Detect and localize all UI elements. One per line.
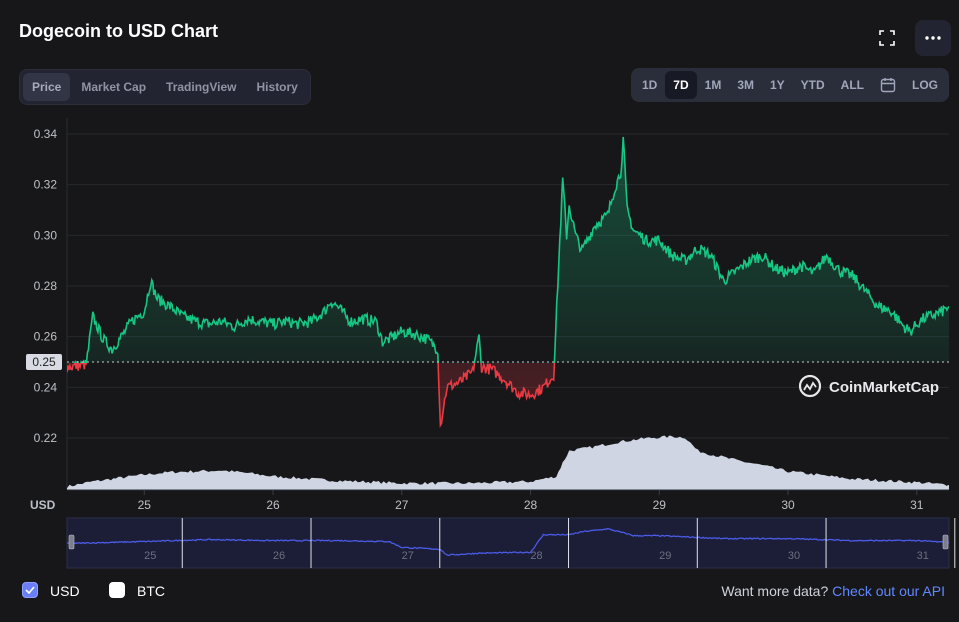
tab-tradingview[interactable]: TradingView [166,80,237,94]
navigator-tick-label: 27 [402,550,414,562]
range-log[interactable]: LOG [912,78,938,92]
price-line-down [67,363,556,428]
coinmarketcap-logo-icon [798,374,822,398]
price-line-up [69,136,949,363]
navigator-tick-label: 28 [530,550,542,562]
price-chart[interactable]: 0.220.240.260.280.300.320.34 0.25 USD 25 2… [0,118,959,578]
usd-label: USD [50,583,80,599]
api-link[interactable]: Check out our API [832,583,945,599]
chart-title: Dogecoin to USD Chart [19,21,219,41]
time-range-selector: 1D 7D 1M 3M 1Y YTD ALL LOG [630,68,949,102]
price-fill-down [67,363,555,426]
more-horizontal-icon [925,36,941,40]
navigator-tick-label: 31 [917,550,929,562]
checkmark-icon [25,586,35,594]
y-tick-label: 0.26 [34,330,58,344]
baseline-tag [26,354,62,370]
range-7d[interactable]: 7D [665,71,697,99]
chart-type-tabs: Price Market Cap TradingView History [19,69,311,105]
range-ytd[interactable]: YTD [800,78,825,92]
tab-price[interactable]: Price [23,73,71,101]
navigator-handle-left[interactable] [68,534,75,550]
volume-area [67,435,949,490]
y-tick-label: 0.32 [34,178,58,192]
range-1m[interactable]: 1M [704,78,722,92]
more-data-text: Want more data? Check out our API [721,583,945,599]
fullscreen-icon [879,30,895,46]
more-data-prompt: Want more data? [721,583,829,599]
navigator-tick-label: 25 [144,550,156,562]
baseline: 0.25 [26,354,949,370]
footer: USD BTC Want more data? Check out our AP… [20,582,945,600]
calendar-icon [880,78,896,93]
range-3m[interactable]: 3M [737,78,754,92]
range-1y[interactable]: 1Y [769,78,785,92]
header-actions [869,20,951,56]
watermark-text: CoinMarketCap [829,379,939,396]
navigator-tick-label: 29 [659,550,671,562]
navigator-line [66,528,950,557]
x-tick-label: 29 [653,498,667,512]
calendar-button[interactable] [872,71,904,99]
navigator-tick-label: 30 [788,550,800,562]
y-tick-label: 0.28 [34,279,58,293]
fullscreen-button[interactable] [869,20,905,56]
y-axis: 0.22 0.24 0.26 0.28 0.30 0.32 0.34 [34,127,58,445]
navigator-handle-right[interactable] [942,534,949,550]
y-tick-label: 0.24 [34,380,58,394]
x-tick-label: 25 [138,498,152,512]
y-tick-label: 0.34 [34,127,58,141]
btc-label: BTC [137,583,165,599]
more-button[interactable] [915,20,951,56]
usd-checkbox[interactable] [22,582,38,598]
navigator-tick-label: 26 [273,550,285,562]
tab-market-cap[interactable]: Market Cap [81,80,147,94]
price-series [67,136,949,428]
y-tick-label: 0.30 [34,228,58,242]
range-navigator[interactable]: 25 26 27 28 29 30 31 [66,517,956,569]
navigator-background [66,517,950,569]
baseline-label: 0.25 [32,355,56,369]
coinmarketcap-watermark: CoinMarketCap [798,374,939,398]
btc-checkbox[interactable] [109,582,125,598]
y-tick-label: 0.22 [34,431,58,445]
range-all[interactable]: ALL [840,78,864,92]
range-1d[interactable]: 1D [641,78,658,92]
price-fill-up [67,136,949,363]
x-axis-currency-label: USD [30,498,56,512]
x-axis: USD 25 26 27 28 29 30 31 [30,489,949,512]
x-tick-label: 30 [781,498,795,512]
tab-history[interactable]: History [256,80,298,94]
x-tick-label: 26 [266,498,280,512]
x-tick-label: 28 [524,498,538,512]
x-tick-label: 31 [910,498,924,512]
x-tick-label: 27 [395,498,409,512]
volume-area-path [67,435,949,490]
